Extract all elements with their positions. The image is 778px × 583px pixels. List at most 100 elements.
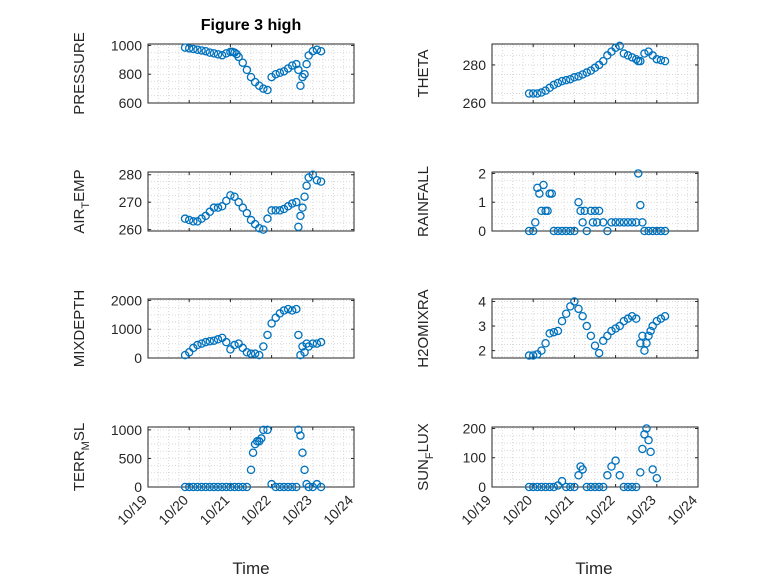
data-point [611,218,620,227]
data-point [619,49,629,58]
data-point [537,346,546,355]
data-point [213,335,223,344]
data-point [574,304,583,314]
data-point [640,430,649,439]
data-point [294,65,303,75]
data-point [184,215,194,225]
data-point [205,48,215,57]
data-point [205,482,215,492]
data-point [180,482,190,492]
y-tick-label: 280 [119,167,143,183]
data-point [586,206,596,216]
data-point [197,339,206,348]
x-axis-label-right: Time [575,559,612,578]
data-point [213,203,223,212]
data-point [531,218,540,227]
data-point [189,217,198,226]
data-point [257,434,266,443]
x-axis-label-left: Time [232,559,269,578]
y-tick-label: 1000 [111,422,142,438]
data-point [222,482,231,492]
data-point [570,226,579,236]
data-point [230,482,239,492]
data-point [267,319,276,328]
data-point [557,76,567,86]
data-point [578,311,587,321]
data-point [287,482,297,492]
x-tick-label: 10/24 [320,492,356,528]
data-point [644,226,653,236]
panel-h2omixra: 2 3 4 H2OMIXRA [415,289,699,368]
data-point [623,314,633,323]
data-point [648,226,657,236]
data-point [222,49,231,58]
data-point [590,482,600,492]
data-point [631,54,641,64]
data-point [524,482,534,492]
data-point [226,482,235,492]
data-point [259,425,268,435]
data-point [566,74,575,84]
data-point [222,337,231,347]
data-point [292,59,301,69]
data-point [296,211,305,221]
data-point [292,304,301,314]
data-point [275,68,285,78]
data-point [631,218,641,227]
data-point [648,321,657,331]
data-point [570,297,579,306]
data-point [594,348,604,358]
data-point [638,331,647,341]
data-point [308,46,318,56]
data-point [582,226,592,236]
data-point [623,218,633,227]
data-point [528,482,538,492]
data-point [660,56,670,66]
data-point [586,331,596,341]
data-point [561,226,571,236]
data-point [607,218,616,227]
data-point [312,175,322,185]
data-point [561,482,571,492]
data-point [615,321,624,331]
data-point [634,169,643,178]
data-point [271,206,280,215]
data-point [652,54,662,64]
data-point [287,199,297,208]
y-tick-label: 2 [478,343,486,359]
data-point [590,341,600,350]
data-point [528,89,538,98]
data-point [607,326,616,336]
y-tick-label: 600 [119,95,143,111]
data-point [557,226,567,236]
data-point [627,311,637,321]
data-point [545,329,554,338]
data-point [642,338,651,348]
x-tick-label: 10/23 [279,492,315,528]
data-point [298,448,307,457]
data-point [234,197,243,207]
y-axis-label: AIRTEMP [71,169,92,233]
data-point [646,447,655,457]
data-point [644,331,653,341]
data-point [660,226,670,236]
data-point [263,330,272,340]
data-point [201,482,210,492]
data-point [302,59,311,69]
data-point [611,456,620,465]
plot-area [148,172,354,231]
data-point [578,465,587,474]
y-tick-label: 0 [134,479,142,495]
data-point [180,214,190,223]
data-point [193,340,202,350]
data-point [189,482,198,492]
data-point [209,482,219,492]
data-point [557,476,567,486]
y-tick-label: 280 [463,57,487,73]
data-point [652,226,662,236]
axes-frame [147,171,355,232]
data-point [271,482,280,492]
y-tick-label: 3 [478,318,486,334]
data-point [619,218,629,227]
